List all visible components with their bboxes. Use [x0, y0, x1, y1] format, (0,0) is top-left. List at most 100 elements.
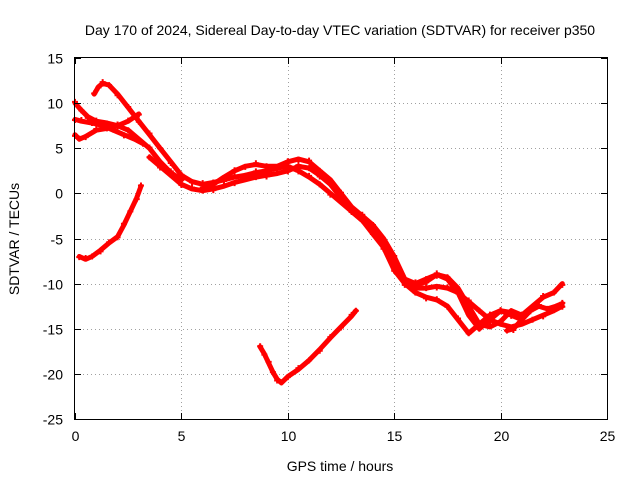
data-point: [76, 254, 83, 261]
data-point: [306, 165, 313, 172]
data-point: [189, 179, 196, 186]
data-point: [295, 365, 302, 372]
plot-frame: [74, 57, 608, 420]
data-point: [380, 243, 387, 250]
chart-title: Day 170 of 2024, Sidereal Day-to-day VTE…: [85, 22, 595, 38]
x-tick-label: 5: [178, 428, 186, 444]
data-point: [529, 316, 536, 323]
data-point: [497, 318, 504, 325]
data-point: [359, 211, 366, 218]
data-point: [146, 154, 153, 161]
data-point: [242, 175, 249, 182]
data-point: [114, 92, 121, 99]
series-arc-9: [401, 270, 566, 330]
data-point: [444, 303, 451, 310]
data-point: [189, 184, 196, 191]
data-point: [231, 167, 238, 174]
data-point: [433, 270, 440, 277]
data-point: [433, 296, 440, 303]
data-point: [127, 208, 134, 215]
data-point: [544, 305, 551, 312]
data-point: [348, 204, 355, 211]
data-point: [178, 171, 185, 178]
data-point: [78, 116, 85, 123]
data-point: [252, 174, 259, 181]
data-point: [306, 157, 313, 164]
data-point: [91, 90, 98, 97]
series-arc-3: [91, 79, 566, 331]
data-point: [210, 181, 217, 188]
data-point: [135, 118, 142, 125]
data-point: [93, 126, 100, 132]
series-line: [91, 80, 565, 330]
x-axis-label: GPS time / hours: [287, 458, 394, 474]
data-point: [433, 284, 440, 291]
data-point: [455, 286, 462, 293]
data-point: [261, 351, 268, 358]
x-tick-label: 15: [387, 428, 403, 444]
data-point: [76, 135, 83, 142]
data-point: [486, 322, 493, 329]
data-point: [106, 82, 113, 89]
x-tick-label: 20: [494, 428, 510, 444]
data-point: [380, 236, 387, 243]
data-point: [455, 315, 462, 322]
data-point: [369, 221, 376, 228]
series-arc-4: [72, 111, 142, 142]
data-point: [220, 182, 227, 189]
data-point: [157, 164, 164, 171]
data-point: [252, 168, 259, 175]
data-point: [120, 220, 127, 227]
series-line: [76, 183, 144, 262]
data-point: [125, 104, 132, 111]
data-point: [540, 313, 547, 320]
data-point: [412, 281, 419, 288]
data-point: [327, 178, 334, 185]
data-point: [284, 168, 291, 175]
data-point: [269, 369, 276, 376]
data-point: [465, 302, 472, 309]
data-point: [257, 343, 264, 350]
data-point: [316, 347, 323, 354]
data-point: [508, 308, 515, 315]
data-point: [444, 284, 451, 291]
data-point: [135, 111, 142, 118]
data-point: [444, 274, 451, 281]
data-point: [476, 307, 483, 314]
data-point: [527, 308, 534, 315]
data-point: [497, 307, 504, 314]
data-point: [89, 253, 96, 260]
data-point: [125, 117, 132, 124]
data-point: [295, 168, 302, 175]
data-point: [316, 167, 323, 174]
data-point: [157, 145, 164, 152]
data-point: [167, 171, 174, 178]
data-point: [391, 252, 398, 259]
data-point: [476, 321, 483, 328]
data-point: [391, 267, 398, 274]
y-tick-label: -5: [51, 232, 64, 248]
data-point: [348, 311, 355, 318]
data-point: [103, 125, 110, 132]
data-point: [278, 379, 285, 386]
data-point: [210, 187, 217, 194]
data-point: [274, 169, 281, 176]
data-point: [327, 334, 334, 341]
data-point: [133, 196, 140, 203]
y-tick-label: -20: [43, 367, 63, 383]
data-point: [338, 324, 344, 331]
data-point: [352, 307, 359, 314]
data-series: [72, 79, 566, 386]
data-point: [423, 285, 430, 292]
series-arc-6: [199, 156, 525, 332]
data-point: [167, 159, 174, 166]
data-point: [284, 158, 291, 165]
data-point: [263, 163, 270, 170]
data-point: [274, 377, 281, 384]
data-point: [146, 130, 153, 137]
data-point: [220, 175, 227, 182]
data-point: [231, 180, 238, 187]
data-point: [242, 163, 249, 170]
grid: [75, 58, 607, 419]
